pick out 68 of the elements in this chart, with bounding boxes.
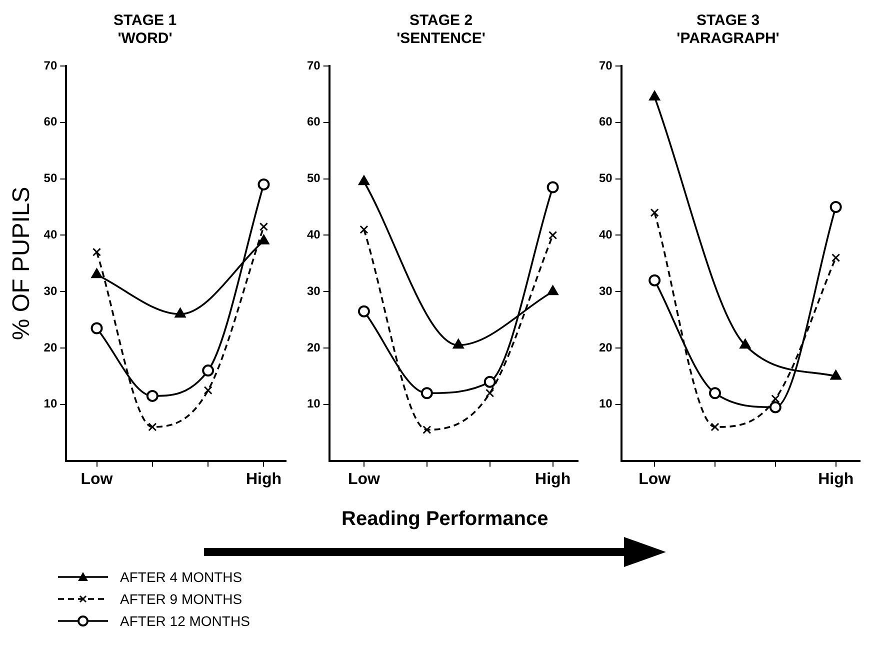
point xyxy=(148,422,157,432)
point xyxy=(358,305,370,318)
y-tick-label: 70 xyxy=(44,58,58,72)
y-tick-label: 30 xyxy=(598,284,613,298)
point xyxy=(548,230,558,240)
chart-title: STAGE 3 'PARAGRAPH' xyxy=(676,12,780,48)
point xyxy=(649,91,660,101)
y-tick-label: 40 xyxy=(306,228,321,242)
point xyxy=(146,390,158,402)
y-tick-label: 60 xyxy=(598,114,613,129)
point xyxy=(420,387,433,400)
y-tick-label: 10 xyxy=(598,396,613,411)
y-tick-label: 40 xyxy=(44,228,58,242)
x-tick-label: Low xyxy=(638,470,672,488)
y-tick-label: 20 xyxy=(306,340,321,354)
chart-title: STAGE 2 'SENTENCE' xyxy=(396,12,486,48)
point xyxy=(258,178,270,190)
point xyxy=(484,376,496,388)
x-tick-label: Low xyxy=(348,470,381,488)
point xyxy=(453,339,464,349)
point xyxy=(90,322,103,334)
point xyxy=(648,274,661,286)
point xyxy=(832,253,840,262)
point xyxy=(708,387,721,400)
point xyxy=(710,422,720,432)
point xyxy=(830,370,842,380)
point xyxy=(547,286,558,296)
point xyxy=(486,388,494,398)
x-tick-label: Low xyxy=(80,470,114,488)
point xyxy=(202,364,214,377)
point xyxy=(358,176,370,186)
y-tick-label: 70 xyxy=(306,58,321,72)
point xyxy=(771,394,780,404)
y-tick-label: 40 xyxy=(598,228,613,242)
y-tick-label: 50 xyxy=(598,171,613,186)
point xyxy=(830,201,842,213)
point xyxy=(91,268,102,278)
chart-title: STAGE 1 'WORD' xyxy=(113,12,177,48)
y-tick-label: 30 xyxy=(306,284,321,298)
y-tick-label: 10 xyxy=(306,396,321,411)
point xyxy=(360,225,368,234)
point xyxy=(650,208,659,217)
y-tick-label: 60 xyxy=(306,114,321,129)
y-tick-label: 20 xyxy=(598,340,613,354)
y-tick-label: 60 xyxy=(44,114,58,129)
y-tick-label: 20 xyxy=(44,340,58,354)
x-tick-label: High xyxy=(246,470,282,488)
legend-label: AFTER 4 MONTHS xyxy=(120,569,242,585)
point xyxy=(259,222,268,232)
y-axis-title: % OF PUPILS xyxy=(8,186,36,340)
x-tick-label: High xyxy=(535,470,571,488)
point xyxy=(546,181,559,194)
y-tick-label: 30 xyxy=(44,284,58,298)
point xyxy=(769,401,782,414)
x-tick-label: High xyxy=(818,470,854,488)
point xyxy=(740,339,751,349)
y-tick-label: 70 xyxy=(598,58,613,72)
y-tick-label: 10 xyxy=(44,396,58,411)
legend-label: AFTER 9 MONTHS xyxy=(120,591,242,607)
legend-label: AFTER 12 MONTHS xyxy=(120,613,250,629)
y-tick-label: 50 xyxy=(306,171,321,186)
point xyxy=(422,425,432,434)
point xyxy=(92,248,102,256)
point xyxy=(174,308,186,318)
point xyxy=(204,386,212,395)
point xyxy=(258,234,270,244)
y-tick-label: 50 xyxy=(44,171,58,186)
x-axis-title: Reading Performance xyxy=(342,508,548,531)
